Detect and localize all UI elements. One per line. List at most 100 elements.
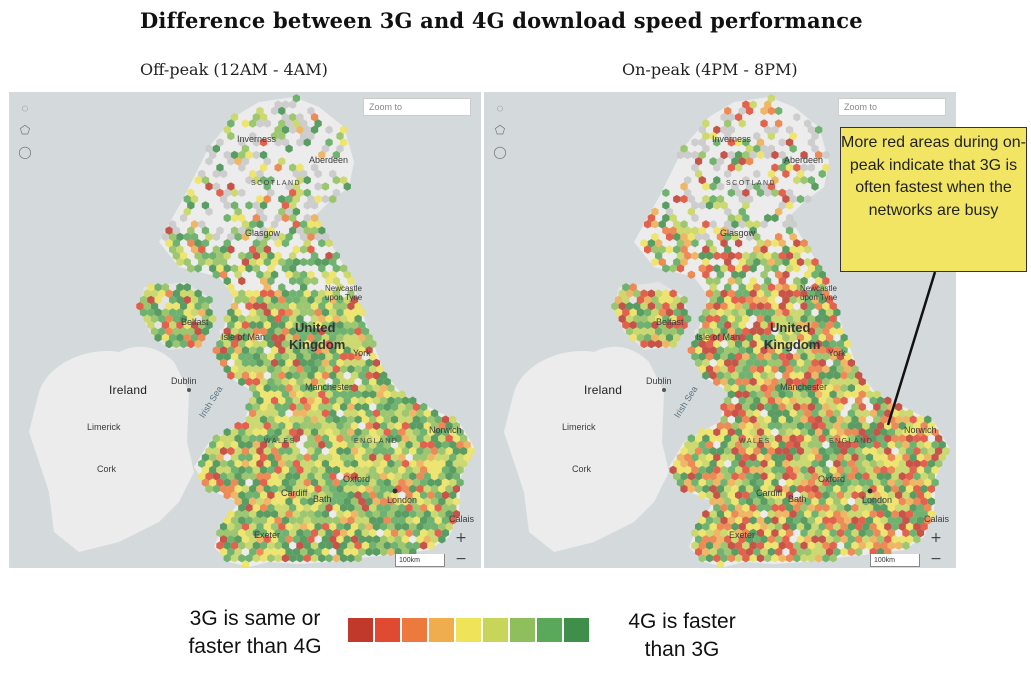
hex-cell xyxy=(227,535,235,544)
label-manchester: Manchester xyxy=(780,382,828,392)
hex-cell xyxy=(684,251,692,260)
hex-cell xyxy=(724,472,732,481)
hex-cell xyxy=(325,402,333,412)
hex-cell xyxy=(760,346,768,355)
hex-cell xyxy=(756,402,765,412)
hex-cell xyxy=(804,333,812,342)
hex-cell xyxy=(463,440,471,449)
hex-cell xyxy=(336,421,344,431)
hex-cell xyxy=(764,302,772,311)
hex-cell xyxy=(350,497,359,506)
off-peak-map[interactable]: Zoom to ◌ ⬠ ◯ + − 100km Inverness Aberde… xyxy=(9,92,481,568)
hex-cell xyxy=(278,434,286,443)
hex-cell xyxy=(767,396,775,405)
circle-select-icon[interactable]: ◌ xyxy=(496,101,504,115)
hex-cell xyxy=(851,503,859,512)
hex-cell xyxy=(796,383,805,393)
hex-cell xyxy=(709,320,717,330)
hex-cell xyxy=(445,421,453,431)
hex-cell xyxy=(735,365,743,374)
hex-cell xyxy=(771,289,779,298)
hex-cell xyxy=(800,150,808,160)
hex-cell xyxy=(811,131,819,141)
hex-cell xyxy=(778,163,786,172)
hex-cell xyxy=(372,522,380,531)
hex-cell xyxy=(325,453,333,462)
circle-select-icon[interactable]: ◌ xyxy=(21,101,29,115)
hex-cell xyxy=(256,257,264,267)
hex-cell xyxy=(430,421,439,431)
hex-cell xyxy=(347,276,355,286)
hex-cell xyxy=(216,188,224,197)
hex-cell xyxy=(851,377,859,386)
hex-cell xyxy=(361,528,370,538)
hex-cell xyxy=(234,472,242,481)
hex-cell xyxy=(303,402,311,412)
hex-cell xyxy=(245,365,253,374)
hex-cell xyxy=(749,528,757,538)
hex-cell xyxy=(263,383,271,393)
hex-cell xyxy=(625,289,634,298)
lasso-select-icon[interactable]: ◯ xyxy=(493,145,507,159)
zoom-out-button[interactable]: − xyxy=(930,551,942,567)
zoom-in-button[interactable]: + xyxy=(930,530,942,546)
zoom-in-button[interactable]: + xyxy=(455,530,467,546)
hex-cell xyxy=(281,528,290,538)
polygon-select-icon[interactable]: ⬠ xyxy=(494,123,506,137)
hex-cell xyxy=(836,491,845,500)
hex-cell xyxy=(150,289,159,298)
hex-cell xyxy=(800,428,808,437)
hex-cell xyxy=(350,547,359,557)
hex-cell xyxy=(441,440,450,449)
label-cardiff: Cardiff xyxy=(756,488,783,498)
hex-cell xyxy=(771,377,779,386)
hex-cell xyxy=(285,535,293,544)
zoom-to-input[interactable]: Zoom to xyxy=(838,98,946,116)
on-peak-map[interactable]: Zoom to ◌ ⬠ ◯ + − 100km Inverness Aberde… xyxy=(484,92,956,568)
hex-cell xyxy=(332,402,340,412)
hex-cell xyxy=(194,239,202,248)
hex-cell xyxy=(274,339,282,349)
hex-cell xyxy=(303,440,311,449)
hex-cell xyxy=(270,547,279,557)
hex-cell xyxy=(263,497,271,506)
hex-cell xyxy=(796,257,805,267)
hex-cell xyxy=(782,522,790,531)
hex-cell xyxy=(760,547,768,557)
polygon-select-icon[interactable]: ⬠ xyxy=(19,123,31,137)
hex-cell xyxy=(724,547,732,557)
zoom-to-input[interactable]: Zoom to xyxy=(363,98,471,116)
hex-cell xyxy=(858,465,866,475)
hex-cell xyxy=(332,428,340,437)
hex-cell xyxy=(260,541,268,550)
hex-cell xyxy=(241,459,250,468)
hex-cell xyxy=(876,396,885,405)
hex-cell xyxy=(292,522,300,531)
hex-cell xyxy=(742,440,750,449)
hex-cell xyxy=(303,415,311,424)
hex-cell xyxy=(329,396,337,405)
hex-cell xyxy=(673,333,681,342)
hex-cell xyxy=(220,472,228,481)
zoom-out-button[interactable]: − xyxy=(455,551,467,567)
hex-cell xyxy=(318,402,326,412)
hex-cell xyxy=(796,509,805,519)
legend-swatch xyxy=(483,618,508,642)
hex-cell xyxy=(300,421,308,431)
hex-cell xyxy=(332,302,340,311)
hex-cell xyxy=(909,440,917,449)
label-kingdom: Kingdom xyxy=(764,337,821,352)
hex-cell xyxy=(307,535,315,544)
lasso-select-icon[interactable]: ◯ xyxy=(18,145,32,159)
hex-cell xyxy=(438,484,446,494)
hex-cell xyxy=(789,245,797,254)
hex-cell xyxy=(281,264,290,273)
hex-cell xyxy=(778,440,786,449)
hex-cell xyxy=(738,157,746,166)
hex-cell xyxy=(749,478,757,487)
hex-cell xyxy=(340,516,348,525)
hex-cell xyxy=(270,257,279,267)
hex-cell xyxy=(862,446,870,456)
hex-cell xyxy=(372,535,380,544)
hex-cell xyxy=(793,176,801,185)
